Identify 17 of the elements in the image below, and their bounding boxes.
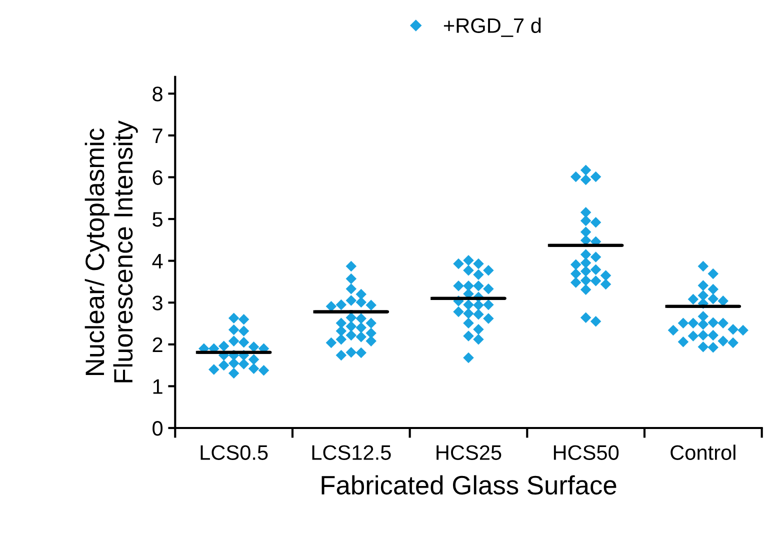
x-tick-label: HCS25 bbox=[436, 445, 502, 460]
y-tick-label: 8 bbox=[152, 86, 162, 102]
y-tick-label: 0 bbox=[152, 420, 163, 436]
y-tick-label: 3 bbox=[152, 296, 162, 310]
x-axis-title: Fabricated Glass Surface bbox=[322, 475, 616, 495]
y-tick-label: 6 bbox=[152, 170, 162, 185]
y-axis-title: Nuclear/ Cytoplasmic Fluorescence Intensity bbox=[84, 120, 138, 382]
y-tick-label: 2 bbox=[152, 337, 162, 352]
y-tick-label: 5 bbox=[152, 212, 162, 227]
y-tick-label: 1 bbox=[153, 379, 162, 394]
x-tick-label: LCS12.5 bbox=[312, 445, 391, 460]
y-tick-label: 7 bbox=[152, 128, 162, 143]
x-tick-label: HCS50 bbox=[554, 445, 619, 460]
y-tick-label: 4 bbox=[152, 254, 163, 268]
legend-label: +RGD_7 d bbox=[444, 18, 541, 37]
x-tick-label: LCS0.5 bbox=[200, 445, 268, 460]
x-tick-label: Control bbox=[670, 444, 736, 460]
